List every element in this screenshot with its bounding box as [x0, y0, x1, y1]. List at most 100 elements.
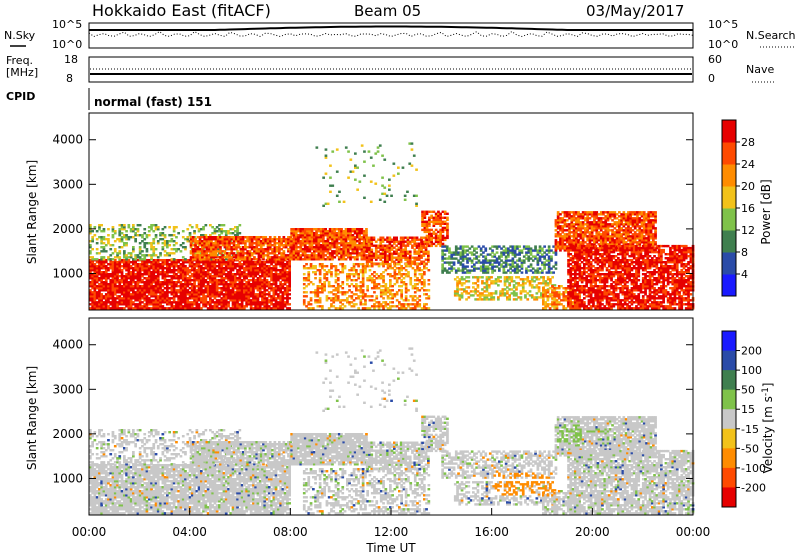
power-cell [129, 277, 133, 280]
power-cell [402, 242, 405, 245]
power-cell [202, 305, 205, 308]
power-cell [420, 246, 423, 249]
power-cell [204, 291, 208, 294]
power-cell [168, 240, 171, 243]
power-cell [200, 285, 203, 288]
power-cell [303, 252, 307, 255]
power-cell [188, 281, 192, 284]
power-cell [213, 279, 217, 282]
power-cell [278, 242, 281, 245]
power-cell [355, 287, 358, 290]
power-cell [245, 275, 248, 278]
power-cell [427, 295, 431, 298]
power-cell [331, 250, 334, 253]
power-cell [100, 281, 103, 284]
power-cell [175, 269, 178, 272]
power-cell [452, 267, 456, 270]
power-cell [402, 244, 405, 247]
power-cell [348, 303, 351, 306]
power-cell [234, 273, 237, 276]
power-cell [89, 244, 92, 247]
power-cell [529, 263, 533, 266]
power-cell [184, 265, 187, 268]
power-cell [143, 256, 147, 259]
power-cell [497, 298, 500, 301]
power-cell [454, 271, 458, 274]
power-cell [95, 301, 99, 304]
power-cell [464, 249, 467, 252]
power-cell [491, 255, 494, 258]
power-cell [243, 263, 246, 266]
power-cell [454, 245, 458, 248]
power-cell [290, 230, 293, 233]
power-cell [271, 258, 274, 261]
power-cell [456, 280, 459, 283]
power-cell [141, 269, 144, 272]
power-cell [243, 269, 246, 272]
power-cell [161, 307, 165, 310]
power-cell [227, 305, 230, 308]
power-cell [406, 242, 410, 245]
power-cell [282, 258, 286, 261]
power-cell [316, 293, 320, 296]
power-cell [448, 271, 451, 274]
power-cell [439, 242, 442, 246]
power-cell [138, 289, 142, 292]
power-cell [270, 287, 273, 290]
power-cell [188, 234, 192, 237]
power-cell [213, 283, 217, 286]
power-cell [448, 251, 451, 254]
power-cell [516, 263, 519, 266]
power-cell [184, 301, 187, 304]
power-cell [430, 234, 433, 238]
power-cell [529, 247, 533, 250]
power-cell [478, 294, 482, 297]
power-cell [273, 256, 277, 259]
power-cell [152, 303, 156, 306]
power-cell [100, 263, 103, 266]
power-cell [109, 281, 113, 284]
power-cell [218, 224, 221, 227]
power-cell [89, 252, 92, 255]
power-cell [132, 261, 135, 264]
power-cell [309, 299, 313, 302]
power-cell [132, 230, 135, 233]
power-cell [127, 283, 131, 286]
power-cell [202, 301, 205, 304]
power-cell [344, 238, 348, 241]
power-cell [324, 242, 327, 245]
power-cell [325, 295, 329, 298]
power-cell [263, 285, 267, 288]
power-cell [229, 273, 233, 276]
power-cell [161, 269, 165, 272]
power-cell [370, 242, 374, 245]
power-cell [141, 287, 144, 290]
power-cell [118, 250, 122, 253]
power-cell [202, 283, 205, 286]
power-cell [98, 277, 101, 280]
power-cell [516, 245, 519, 248]
power-cell [349, 256, 352, 259]
power-cell [415, 246, 419, 249]
power-cell [249, 291, 253, 294]
power-cell [506, 292, 509, 295]
power-cell [218, 269, 221, 272]
power-cell [203, 246, 206, 249]
power-cell [181, 285, 185, 288]
power-cell [247, 275, 251, 278]
power-cell [267, 261, 271, 264]
power-cell [216, 250, 220, 253]
power-cell [113, 297, 117, 300]
power-cell [234, 307, 237, 310]
power-cell [423, 273, 426, 276]
power-cell [524, 296, 527, 299]
power-cell [384, 258, 387, 261]
power-cell [210, 242, 213, 245]
power-cell [224, 263, 228, 266]
power-cell [253, 246, 256, 249]
power-cell [443, 220, 447, 223]
power-cell [91, 256, 94, 259]
power-cell [283, 273, 287, 276]
power-cell [352, 267, 356, 270]
power-cell [156, 307, 160, 310]
